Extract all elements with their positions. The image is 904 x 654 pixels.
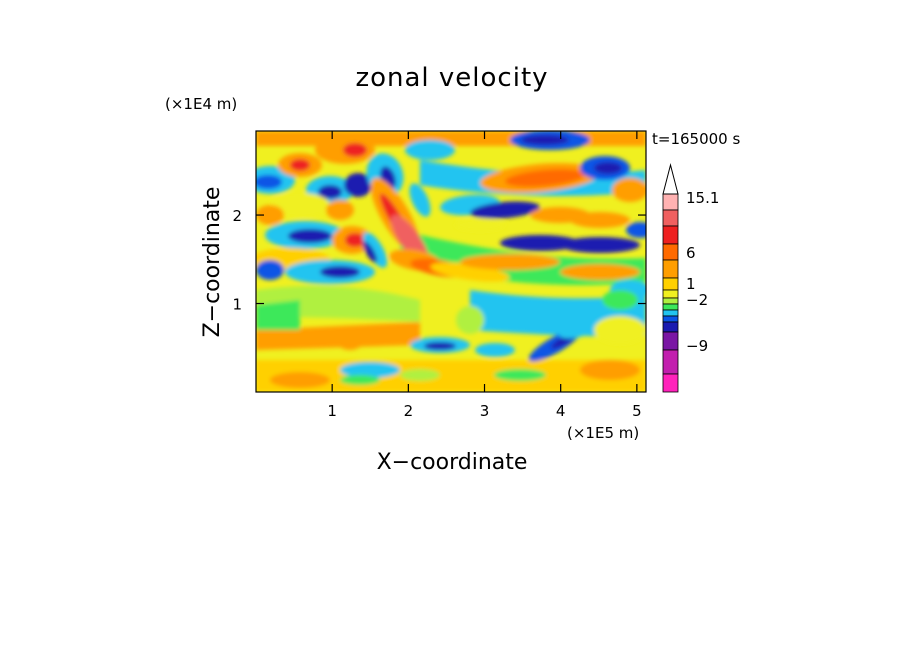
colorbar-extend-arrow [662,163,679,195]
colorbar-swatch [662,309,679,317]
chart-title: zonal velocity [355,63,548,93]
time-label: t=165000 s [652,130,740,148]
colorbar-swatch [662,225,679,245]
colorbar-swatch [662,349,679,375]
colorbar-swatch [662,209,679,227]
x-tick-label: 4 [556,402,566,420]
colorbar-label: 6 [686,244,696,262]
x-axis-label: X−coordinate [377,450,528,475]
colorbar-label: −9 [686,337,708,355]
colorbar-label: 15.1 [686,189,719,207]
colorbar-swatch [662,303,679,311]
colorbar-label: −2 [686,291,708,309]
colorbar-label: 1 [686,275,696,293]
x-scale-note: (×1E5 m) [567,424,639,442]
colorbar-swatch [662,193,679,211]
x-tick-label: 1 [327,402,337,420]
colorbar-swatch [662,243,679,261]
colorbar-swatch [662,321,679,333]
x-tick-label: 5 [632,402,642,420]
y-scale-note: (×1E4 m) [165,95,237,113]
colorbar-swatch [662,277,679,291]
y-axis: 12 [232,207,646,314]
colorbar-swatch [662,259,679,279]
colorbar-swatch [662,315,679,323]
y-tick-label: 2 [232,207,242,225]
x-tick-label: 3 [480,402,490,420]
x-axis: 1 2 3 4 5 [327,131,642,420]
contour-field [256,131,646,392]
plot-frame [255,130,647,393]
y-axis-label: Z−coordinate [200,187,225,338]
colorbar-swatch [662,373,679,393]
x-tick-label: 2 [404,402,414,420]
y-tick-label: 1 [232,296,242,314]
colorbar-swatch [662,289,679,299]
colorbar: 15.1 6 1−2 −9 [662,163,719,393]
colorbar-swatch [662,297,679,305]
colorbar-swatch [662,331,679,351]
